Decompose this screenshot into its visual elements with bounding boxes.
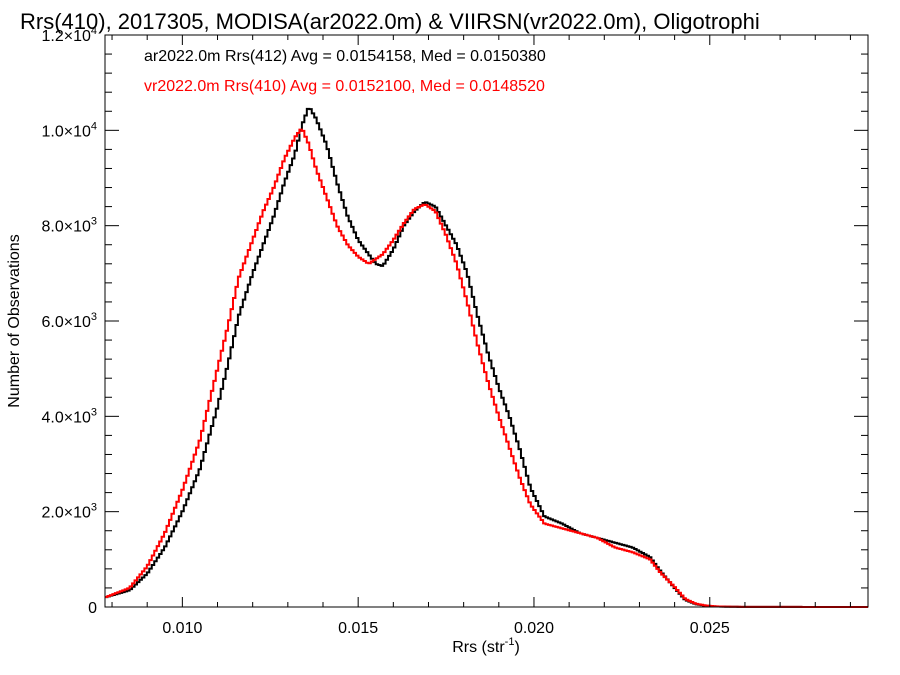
series-layer	[105, 107, 868, 608]
series-line-0	[105, 107, 868, 608]
y-tick-label: 4.0×103	[41, 406, 97, 426]
x-tick-label: 0.010	[162, 620, 202, 637]
x-axis-label-sup: -1	[505, 636, 515, 648]
ticks-layer: 0.010 0.015 0.020 0.025 0 2.0×103 4.0×103 6.0×1…	[41, 25, 868, 637]
x-tick-label: 0.020	[514, 620, 554, 637]
chart-title: Rrs(410), 2017305, MODISA(ar2022.0m) & V…	[20, 9, 760, 34]
x-axis-label-end: )	[514, 639, 519, 656]
x-axis-label: Rrs (str-1)	[452, 636, 520, 656]
y-tick-label: 1.2×104	[41, 25, 97, 45]
x-axis-label-main: Rrs (str	[452, 639, 505, 656]
y-tick-label: 8.0×103	[41, 216, 97, 236]
x-tick-label: 0.015	[338, 620, 378, 637]
legend-entry-ar2022: ar2022.0m Rrs(412) Avg = 0.0154158, Med …	[144, 48, 546, 65]
y-tick-label: 1.0×104	[41, 120, 97, 140]
y-tick-label: 6.0×103	[41, 311, 97, 331]
y-tick-label: 0	[88, 600, 97, 617]
y-axis-label: Number of Observations	[6, 234, 23, 407]
y-tick-label: 2.0×103	[41, 502, 97, 522]
series-line-1	[105, 128, 868, 608]
x-tick-label: 0.025	[690, 620, 730, 637]
legend: ar2022.0m Rrs(412) Avg = 0.0154158, Med …	[144, 48, 546, 95]
legend-entry-vr2022: vr2022.0m Rrs(410) Avg = 0.0152100, Med …	[144, 78, 545, 95]
plot-frame	[104, 34, 869, 608]
